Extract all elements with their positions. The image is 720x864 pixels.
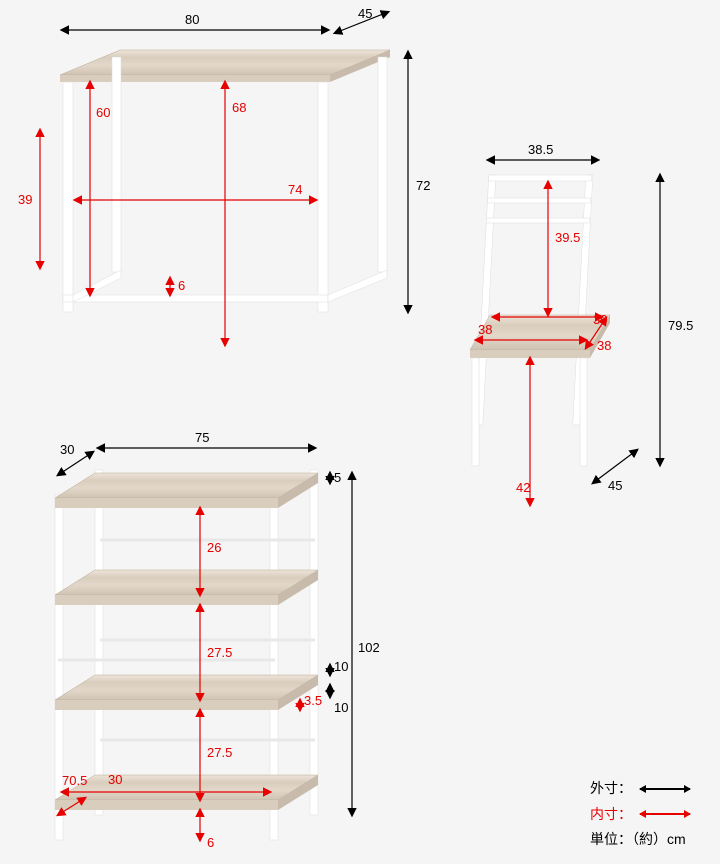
- shelf-gap2-label: 27.5: [207, 645, 232, 660]
- desk-height-label: 72: [416, 178, 430, 193]
- chair-seath-label: 42: [516, 480, 530, 495]
- shelf-thick-label: 3.5: [304, 693, 322, 708]
- dimension-diagram: 80 45 72 60 68 74 39 6 38.5 79.5 45 39.5…: [0, 0, 720, 864]
- desk-width-label: 80: [185, 12, 199, 27]
- shelf-height-label: 102: [358, 640, 380, 655]
- legend-inner-label: 内寸：: [590, 802, 632, 827]
- desk-side-label: 39: [18, 192, 32, 207]
- desk-under-label: 68: [232, 100, 246, 115]
- chair-seatw1-label: 38: [478, 322, 492, 337]
- shelf-innerw-label: 70.5: [62, 773, 87, 788]
- chair-width-label: 38.5: [528, 142, 553, 157]
- outer-arrow-icon: [640, 788, 690, 790]
- shelf-top-thick-label: 5: [334, 470, 341, 485]
- legend-unit-label: 単位：（約）cm: [590, 827, 690, 852]
- desk-drawing: [0, 0, 720, 864]
- shelf-gap3-label: 27.5: [207, 745, 232, 760]
- desk-leg-label: 60: [96, 105, 110, 120]
- desk-brace-label: 6: [178, 278, 185, 293]
- shelf-brace-label: 10: [334, 659, 348, 674]
- legend-outer-label: 外寸：: [590, 776, 632, 801]
- desk-clearw-label: 74: [288, 182, 302, 197]
- legend: 外寸： 内寸： 単位：（約）cm: [590, 776, 690, 852]
- shelf-brace2-label: 10: [334, 700, 348, 715]
- chair-depth-label: 45: [608, 478, 622, 493]
- shelf-depth-label: 30: [60, 442, 74, 457]
- chair-height-label: 79.5: [668, 318, 693, 333]
- shelf-bottom-label: 6: [207, 835, 214, 850]
- chair-seatd-label: 30: [593, 312, 607, 327]
- chair-back-label: 39.5: [555, 230, 580, 245]
- shelf-gap1-label: 26: [207, 540, 221, 555]
- chair-seatw2-label: 38: [597, 338, 611, 353]
- shelf-width-label: 75: [195, 430, 209, 445]
- inner-arrow-icon: [640, 813, 690, 815]
- desk-depth-label: 45: [358, 6, 372, 21]
- shelf-innerd-label: 30: [108, 772, 122, 787]
